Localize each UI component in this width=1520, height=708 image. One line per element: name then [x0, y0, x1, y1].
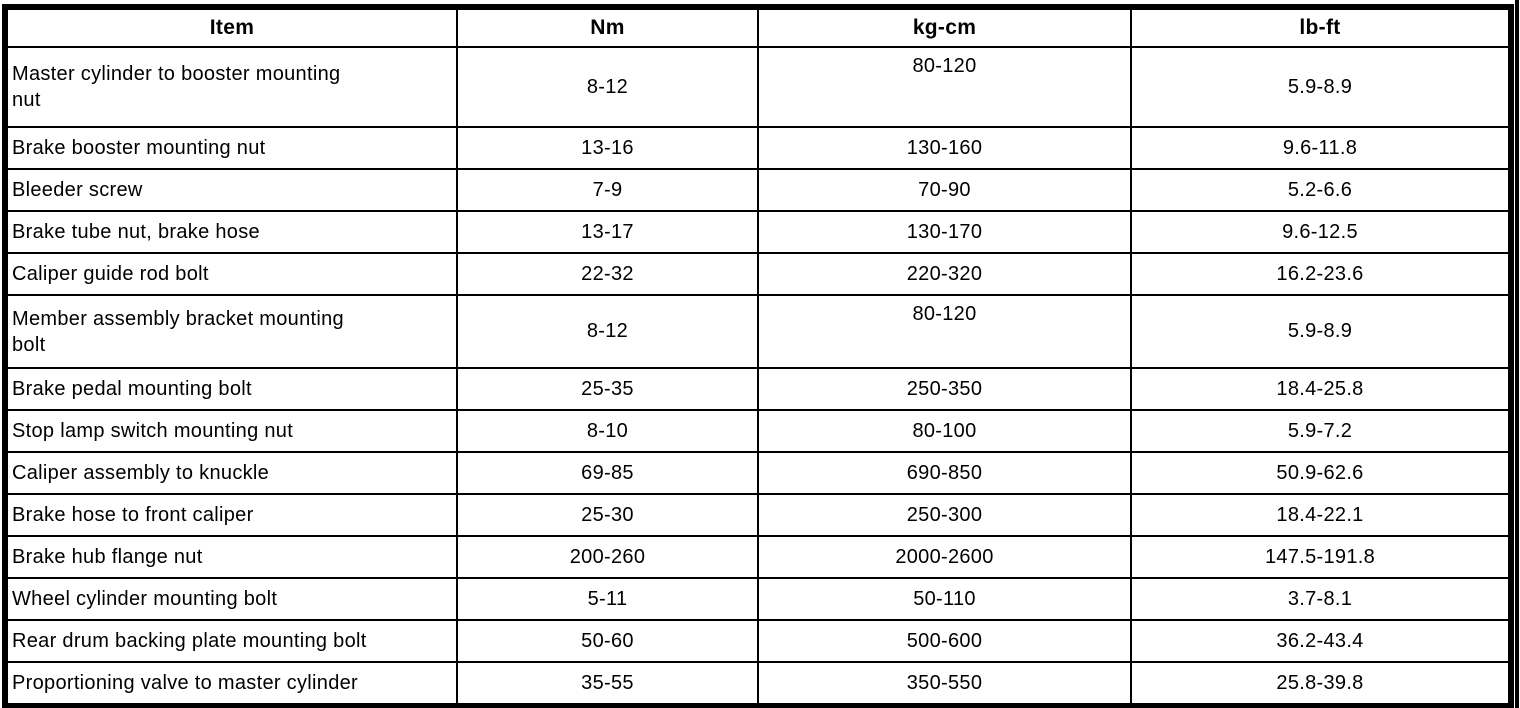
item-cell: Proportioning valve to master cylinder [4, 661, 458, 707]
lb-ft-cell: 50.9-62.6 [1130, 451, 1512, 495]
kg-cm-cell: 80-120 [757, 294, 1132, 369]
table-row: Wheel cylinder mounting bolt 5-11 50-110 3.… [4, 577, 1512, 621]
lb-ft-cell: 18.4-25.8 [1130, 367, 1512, 411]
table-row: Brake hose to front caliper 25-30 250-300 1… [4, 493, 1512, 537]
table-row: Brake hub flange nut 200-260 2000-2600 147.… [4, 535, 1512, 579]
item-cell: Brake booster mounting nut [4, 126, 458, 170]
kg-cm-cell: 130-160 [757, 126, 1132, 170]
table-row: Proportioning valve to master cylinder 35… [4, 661, 1512, 707]
nm-cell: 8-10 [456, 409, 759, 453]
item-cell: Master cylinder to booster mounting nut [4, 46, 458, 128]
lb-ft-cell: 3.7-8.1 [1130, 577, 1512, 621]
nm-cell: 8-12 [456, 46, 759, 128]
column-header-lb-ft: lb-ft [1130, 6, 1512, 48]
table-row: Brake pedal mounting bolt 25-35 250-350 18.… [4, 367, 1512, 411]
kg-cm-cell: 70-90 [757, 168, 1132, 212]
nm-cell: 69-85 [456, 451, 759, 495]
item-cell: Caliper guide rod bolt [4, 252, 458, 296]
nm-cell: 7-9 [456, 168, 759, 212]
nm-cell: 35-55 [456, 661, 759, 707]
kg-cm-cell: 350-550 [757, 661, 1132, 707]
item-cell: Bleeder screw [4, 168, 458, 212]
kg-cm-cell: 250-350 [757, 367, 1132, 411]
table-body: Master cylinder to booster mounting nut 8… [4, 46, 1512, 707]
kg-cm-cell: 690-850 [757, 451, 1132, 495]
page-edge-line [1515, 0, 1519, 708]
nm-cell: 25-35 [456, 367, 759, 411]
kg-cm-cell: 80-100 [757, 409, 1132, 453]
item-cell: Stop lamp switch mounting nut [4, 409, 458, 453]
lb-ft-cell: 5.9-7.2 [1130, 409, 1512, 453]
table-row: Brake booster mounting nut 13-16 130-160 9.… [4, 126, 1512, 170]
lb-ft-cell: 9.6-12.5 [1130, 210, 1512, 254]
nm-cell: 5-11 [456, 577, 759, 621]
kg-cm-cell: 2000-2600 [757, 535, 1132, 579]
table-row: Brake tube nut, brake hose 13-17 130-170 9.… [4, 210, 1512, 254]
nm-cell: 13-16 [456, 126, 759, 170]
nm-cell: 22-32 [456, 252, 759, 296]
lb-ft-cell: 16.2-23.6 [1130, 252, 1512, 296]
table-row: Stop lamp switch mounting nut 8-10 80-100 5… [4, 409, 1512, 453]
item-cell: Brake tube nut, brake hose [4, 210, 458, 254]
lb-ft-cell: 36.2-43.4 [1130, 619, 1512, 663]
table-row: Rear drum backing plate mounting bolt 50-… [4, 619, 1512, 663]
kg-cm-cell: 220-320 [757, 252, 1132, 296]
nm-cell: 200-260 [456, 535, 759, 579]
kg-cm-cell: 500-600 [757, 619, 1132, 663]
table-row: Caliper assembly to knuckle 69-85 690-850 5… [4, 451, 1512, 495]
lb-ft-cell: 5.2-6.6 [1130, 168, 1512, 212]
lb-ft-cell: 147.5-191.8 [1130, 535, 1512, 579]
item-cell: Wheel cylinder mounting bolt [4, 577, 458, 621]
torque-spec-table: Item Nm kg-cm lb-ft Master cylinder to b… [2, 4, 1514, 708]
kg-cm-cell: 130-170 [757, 210, 1132, 254]
lb-ft-cell: 18.4-22.1 [1130, 493, 1512, 537]
item-cell: Brake hub flange nut [4, 535, 458, 579]
item-cell: Member assembly bracket mounting bolt [4, 294, 458, 369]
nm-cell: 25-30 [456, 493, 759, 537]
column-header-nm: Nm [456, 6, 759, 48]
table-row: Master cylinder to booster mounting nut 8… [4, 46, 1512, 128]
lb-ft-cell: 25.8-39.8 [1130, 661, 1512, 707]
kg-cm-cell: 80-120 [757, 46, 1132, 128]
kg-cm-cell: 250-300 [757, 493, 1132, 537]
nm-cell: 8-12 [456, 294, 759, 369]
item-cell: Brake hose to front caliper [4, 493, 458, 537]
item-cell: Rear drum backing plate mounting bolt [4, 619, 458, 663]
kg-cm-cell: 50-110 [757, 577, 1132, 621]
nm-cell: 13-17 [456, 210, 759, 254]
column-header-item: Item [4, 6, 458, 48]
table-row: Bleeder screw 7-9 70-90 5.2-6.6 [4, 168, 1512, 212]
item-cell: Caliper assembly to knuckle [4, 451, 458, 495]
lb-ft-cell: 5.9-8.9 [1130, 294, 1512, 369]
column-header-kg-cm: kg-cm [757, 6, 1132, 48]
table-row: Caliper guide rod bolt 22-32 220-320 16.2-2… [4, 252, 1512, 296]
lb-ft-cell: 5.9-8.9 [1130, 46, 1512, 128]
table-header-row: Item Nm kg-cm lb-ft [4, 6, 1512, 48]
nm-cell: 50-60 [456, 619, 759, 663]
lb-ft-cell: 9.6-11.8 [1130, 126, 1512, 170]
item-cell: Brake pedal mounting bolt [4, 367, 458, 411]
table-row: Member assembly bracket mounting bolt 8-1… [4, 294, 1512, 369]
